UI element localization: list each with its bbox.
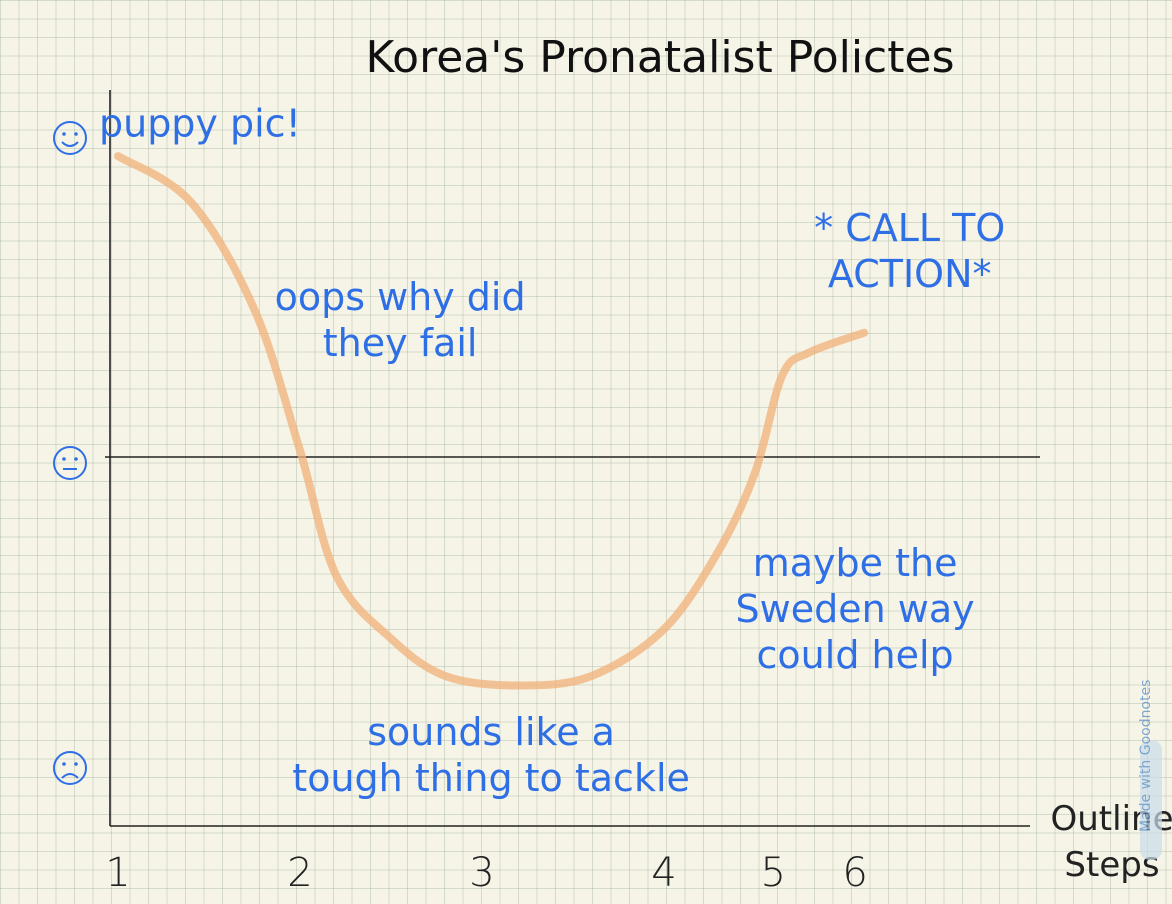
annotation-3-line-2: tough thing to tackle	[292, 756, 690, 800]
x-tick-label-5: 5	[760, 850, 785, 896]
neutral-face-icon	[53, 446, 87, 480]
annotation-2-line-2: they fail	[323, 321, 478, 365]
chart-title: Korea's Pronatalist Polictes	[366, 32, 955, 83]
annotation-2-line-1: oops why did	[275, 275, 526, 319]
annotation-4-line-1: maybe the	[753, 541, 958, 585]
annotation-4: maybe the Sweden way could help	[736, 541, 975, 677]
annotation-4-line-3: could help	[757, 633, 954, 677]
x-tick-label-6: 6	[842, 850, 867, 896]
series-line	[114, 152, 869, 690]
x-tick-label-3: 3	[469, 850, 494, 896]
annotation-4-line-2: Sweden way	[736, 587, 975, 631]
annotation-3: sounds like a tough thing to tackle	[292, 710, 690, 800]
annotation-3-line-1: sounds like a	[367, 710, 615, 754]
watermark-text: Made with Goodnotes	[1138, 679, 1154, 832]
annotation-2: oops why did they fail	[275, 275, 526, 365]
x-tick-label-4: 4	[651, 850, 676, 896]
annotation-5: * CALL TO ACTION*	[814, 206, 1005, 296]
goodnotes-watermark: Made with Goodnotes	[1138, 680, 1162, 860]
annotation-1-line-1: puppy pic!	[99, 102, 301, 146]
x-tick-label-2: 2	[287, 850, 312, 896]
annotation-5-line-2: ACTION*	[828, 252, 992, 296]
happy-face-icon	[53, 121, 87, 155]
annotation-5-line-1: * CALL TO	[814, 206, 1005, 250]
x-tick-label-1: 1	[105, 850, 130, 896]
annotation-1: puppy pic!	[99, 102, 301, 146]
sad-face-icon	[53, 751, 87, 785]
